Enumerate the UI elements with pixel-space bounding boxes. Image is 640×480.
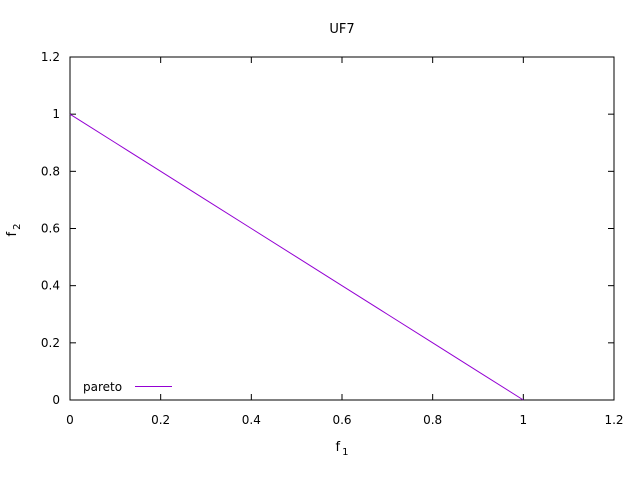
y-axis-label: f2 <box>5 224 23 237</box>
y-axis-label-base: f <box>5 231 20 236</box>
x-tick-label: 0.2 <box>151 413 170 427</box>
y-tick-label: 0.2 <box>41 336 60 350</box>
y-tick-label: 0 <box>52 393 60 407</box>
x-axis-label-base: f <box>336 440 341 455</box>
y-axis: 0 0.2 0.4 0.6 0.8 1 1.2 <box>41 50 614 407</box>
legend: pareto <box>83 380 172 394</box>
y-tick-label: 0.8 <box>41 164 60 178</box>
y-tick-label: 0.4 <box>41 279 60 293</box>
x-axis-label-sub: 1 <box>342 447 348 458</box>
x-tick-label: 0.4 <box>242 413 261 427</box>
series-line-pareto <box>69 113 524 401</box>
y-axis-label-sub: 2 <box>12 224 23 230</box>
y-tick-label: 1.2 <box>41 50 60 64</box>
x-tick-label: 0.8 <box>423 413 442 427</box>
y-tick-label: 0.6 <box>41 222 60 236</box>
x-axis: 0 0.2 0.4 0.6 0.8 1 1.2 <box>66 57 624 427</box>
x-tick-label: 0.6 <box>332 413 351 427</box>
legend-label-pareto: pareto <box>83 380 122 394</box>
x-tick-label: 1.2 <box>604 413 623 427</box>
x-tick-label: 0 <box>66 413 74 427</box>
series-layer <box>69 113 524 401</box>
x-tick-label: 1 <box>520 413 528 427</box>
plot-frame <box>69 56 615 401</box>
chart-title: UF7 <box>329 22 354 37</box>
y-tick-label: 1 <box>52 107 60 121</box>
